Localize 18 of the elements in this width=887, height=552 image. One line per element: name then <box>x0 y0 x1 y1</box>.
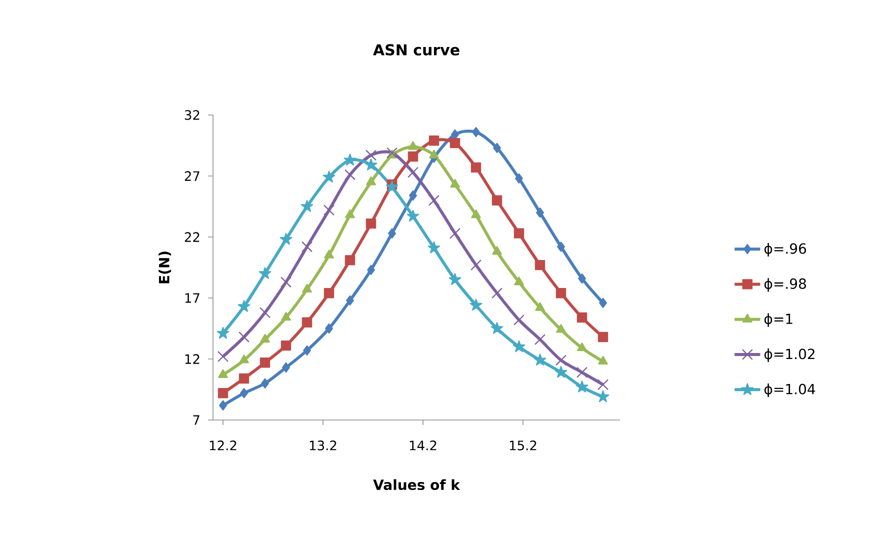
chart-title: ASN curve <box>373 44 460 56</box>
y-tick-label: 27 <box>184 171 200 181</box>
y-tick-label: 22 <box>184 232 200 242</box>
y-tick-label: 7 <box>193 415 200 425</box>
legend-label: ϕ=1 <box>764 313 792 327</box>
legend-label: ϕ=.98 <box>764 278 806 292</box>
x-tick-label: 13.2 <box>310 440 336 450</box>
y-tick-label: 32 <box>184 110 200 120</box>
x-axis-title: Values of k <box>373 479 460 490</box>
y-tick-label: 12 <box>185 354 200 364</box>
legend-label: ϕ=1.04 <box>764 384 816 398</box>
y-axis-title: E(N) <box>158 252 172 284</box>
x-tick-label: 12.2 <box>210 440 236 450</box>
x-tick-label: 14.2 <box>410 440 436 450</box>
x-tick-label: 15.2 <box>510 440 536 450</box>
legend-label: ϕ=.96 <box>764 243 806 257</box>
y-tick-label: 17 <box>185 293 200 303</box>
legend-label: ϕ=1.02 <box>764 348 814 362</box>
